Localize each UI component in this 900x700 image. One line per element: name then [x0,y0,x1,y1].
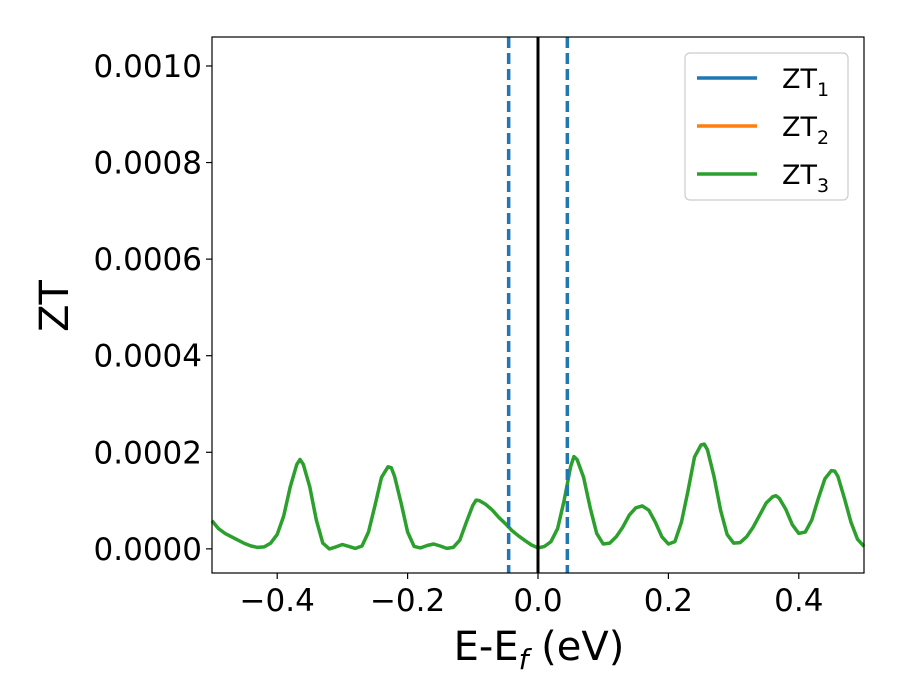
y-tick-label: 0.0006 [94,242,202,278]
legend-label-zt1: ZT1 [782,64,829,101]
x-tick-label: −0.4 [240,583,315,619]
x-tick-label: 0.4 [774,583,823,619]
y-tick-label: 0.0002 [94,435,202,471]
y-axis-ticks: 0.0000 0.0002 0.0004 0.0006 0.0008 0.0010 [94,49,212,568]
x-tick-label: 0.0 [513,583,562,619]
y-axis-label: ZT [32,280,78,332]
legend-label-zt2: ZT2 [782,112,829,149]
y-tick-label: 0.0000 [94,532,202,568]
legend: ZT1 ZT2 ZT3 [684,52,849,201]
y-tick-label: 0.0008 [94,146,202,182]
plot-frame [211,36,865,574]
series-line-zt3 [210,442,866,551]
x-tick-label: 0.2 [644,583,693,619]
y-tick-label: 0.0004 [94,339,202,375]
legend-label-zt3: ZT3 [782,160,829,197]
x-tick-label: −0.2 [370,583,445,619]
y-tick-label: 0.0010 [94,49,202,85]
x-axis-label: E-Ef (eV) [454,624,625,676]
x-axis-ticks: −0.4 −0.2 0.0 0.2 0.4 [240,573,823,619]
legend-box [684,52,849,201]
plot-marks [210,37,866,573]
